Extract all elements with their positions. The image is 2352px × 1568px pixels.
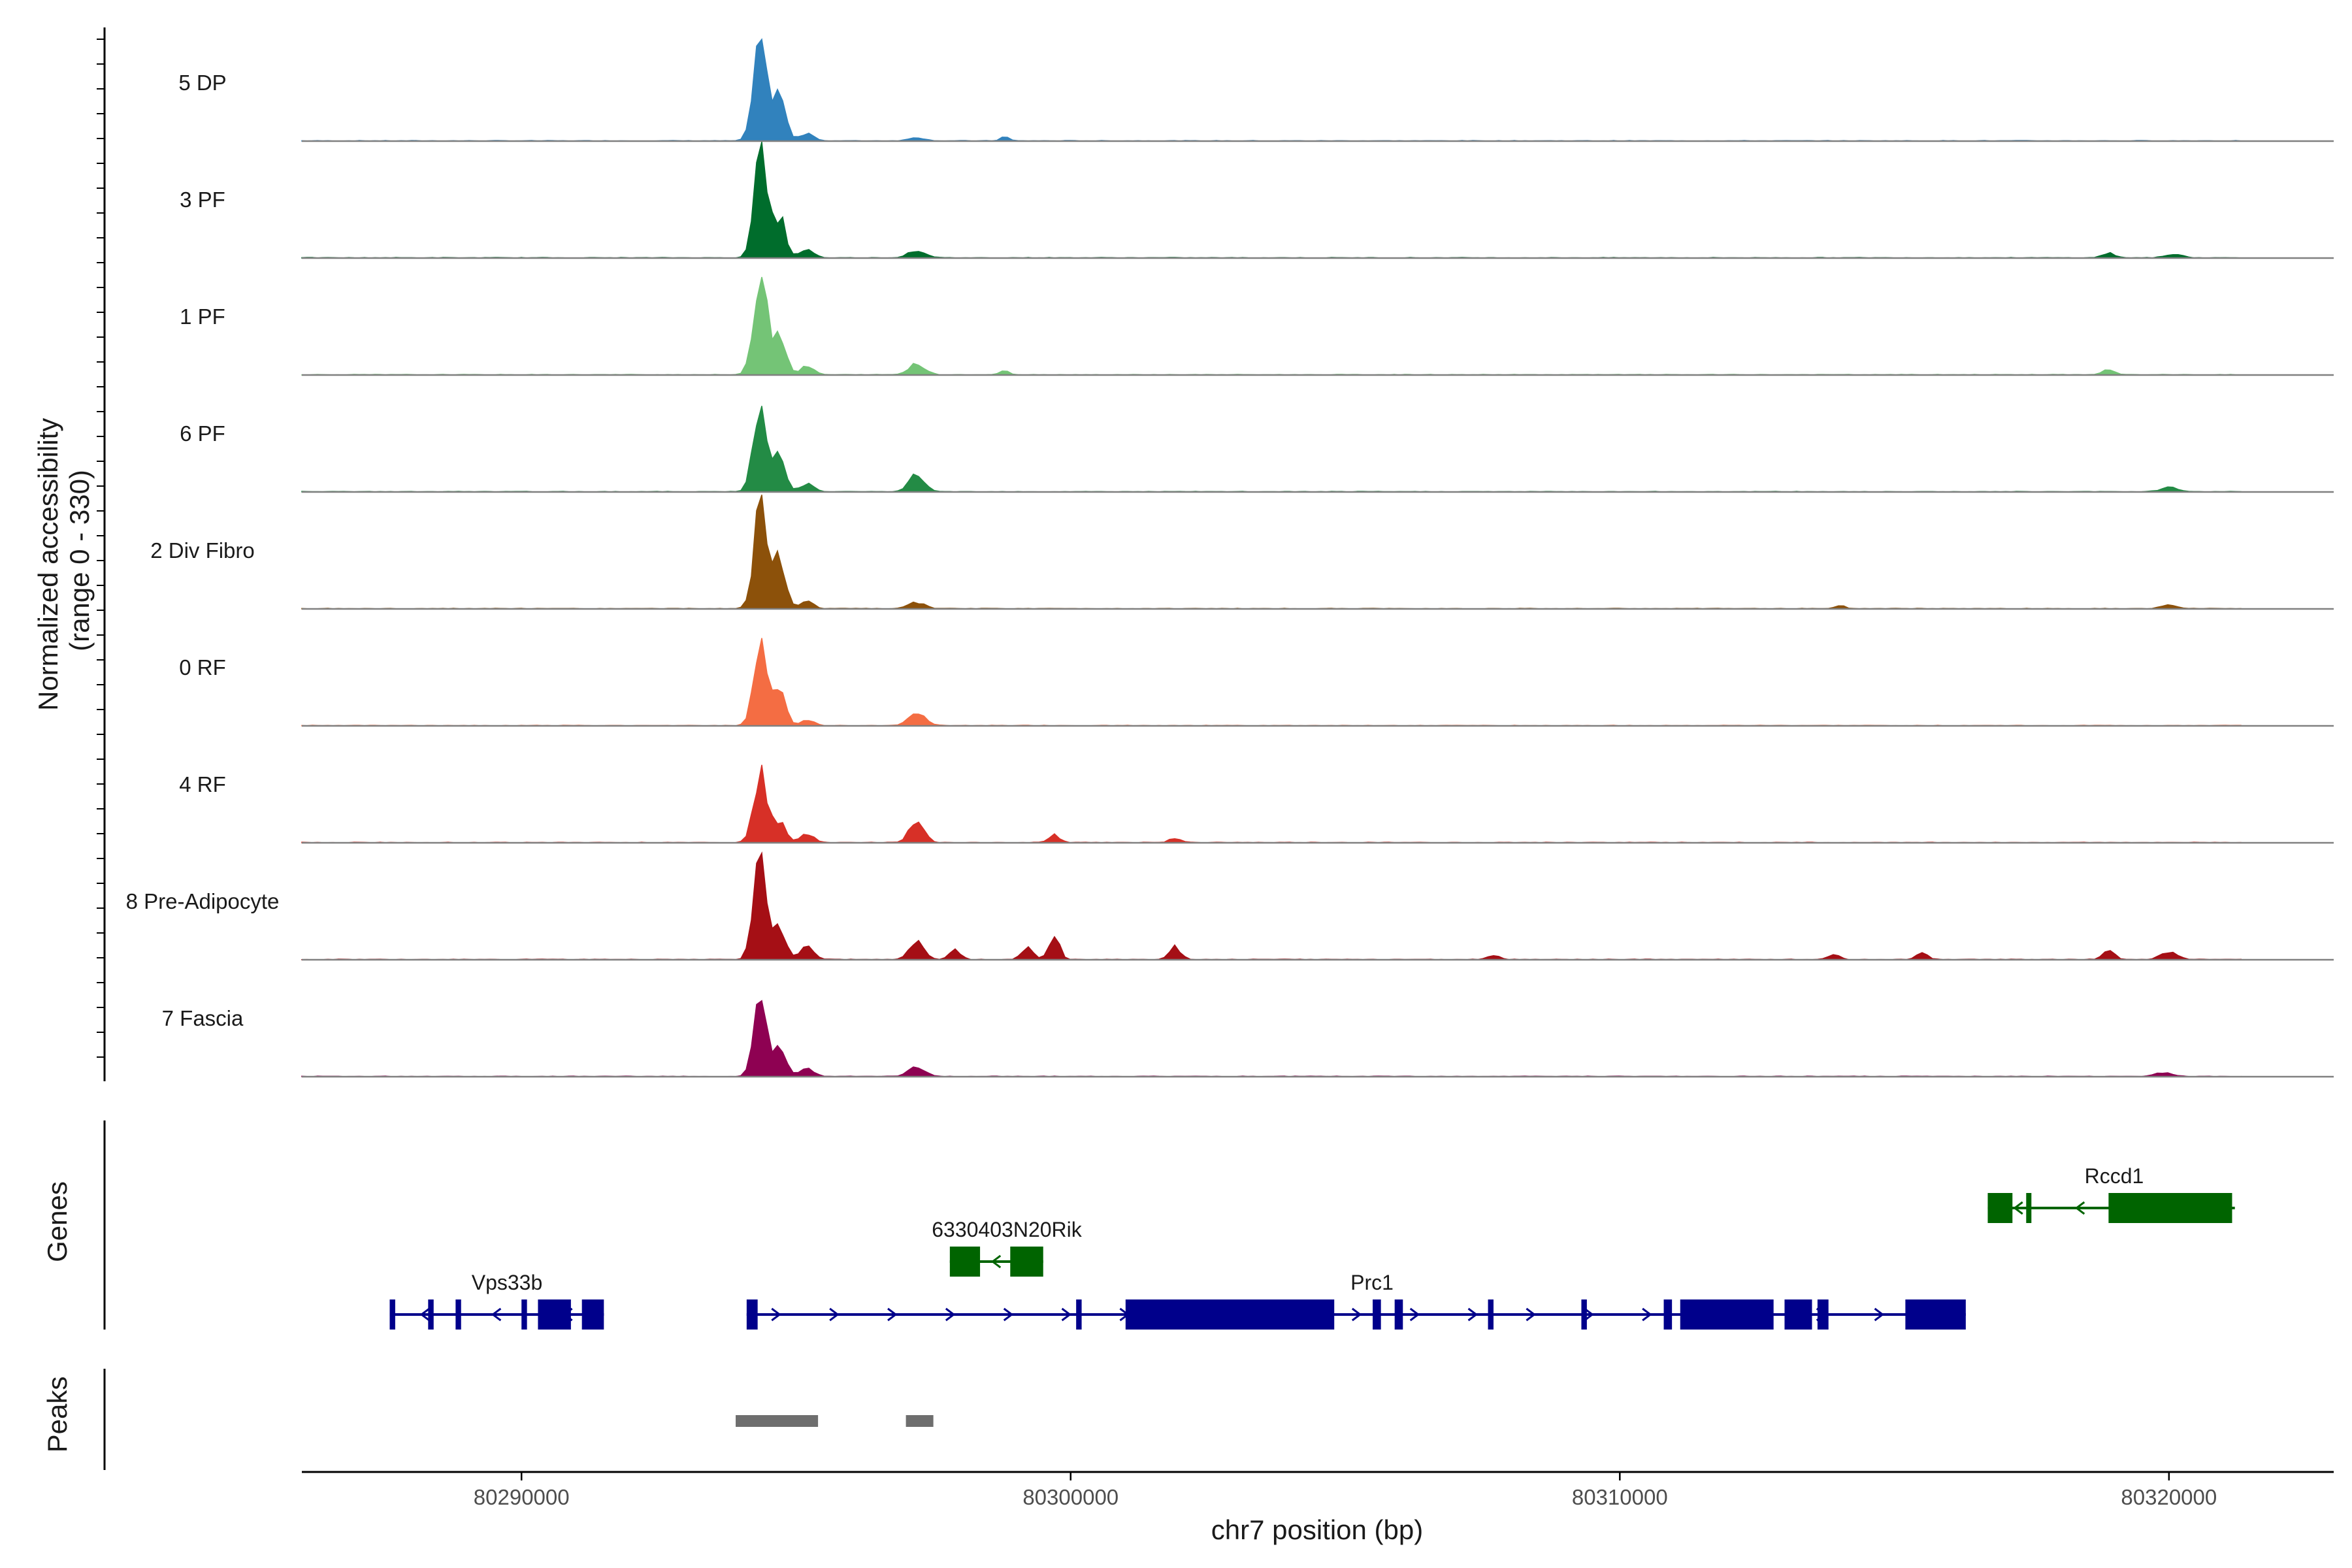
gene-exon (2026, 1193, 2032, 1223)
track-5-dp: 5 DP (178, 38, 2334, 142)
gene-label: 6330403N20Rik (932, 1218, 1083, 1241)
y-axis (97, 27, 106, 1081)
gene-exon (1581, 1299, 1587, 1330)
gene-exon (455, 1299, 461, 1330)
coverage-area (301, 38, 2242, 142)
gene-exon (581, 1299, 604, 1330)
strand-arrow (1526, 1307, 1536, 1322)
track-label: 5 DP (178, 71, 226, 95)
gene-exon (1488, 1299, 1494, 1330)
track-label: 1 PF (180, 304, 225, 329)
gene-exon (2108, 1193, 2232, 1223)
y-axis-title-line1: Normalized accessibility (33, 418, 63, 711)
peaks-panel (103, 1369, 934, 1470)
gene-prc1: Prc1 (746, 1271, 1966, 1330)
strand-arrow (945, 1307, 956, 1322)
gene-exon (1784, 1299, 1812, 1330)
strand-arrow (887, 1307, 898, 1322)
strand-arrow (491, 1307, 502, 1322)
y-axis-title: Normalized accessibility (range 0 - 330) (33, 410, 95, 711)
x-tick-label: 80320000 (2121, 1485, 2217, 1509)
gene-exon (1394, 1299, 1403, 1330)
gene-6330403n20rik: 6330403N20Rik (932, 1218, 1083, 1277)
gene-exon (521, 1299, 527, 1330)
track-label: 8 Pre-Adipocyte (126, 889, 280, 913)
strand-arrow (1874, 1307, 1885, 1322)
track-label: 4 RF (179, 772, 226, 796)
track-label: 7 Fascia (162, 1006, 244, 1030)
x-axis: 80290000 80300000 80310000 80320000 (302, 1471, 2334, 1509)
track-8-pre-adipocyte: 8 Pre-Adipocyte (126, 851, 2334, 961)
coverage-area (301, 142, 2242, 259)
strand-arrow (1351, 1307, 1362, 1322)
strand-arrow (829, 1307, 840, 1322)
gene-exon (746, 1299, 758, 1330)
gene-exon (949, 1247, 981, 1277)
strand-arrow (771, 1307, 781, 1322)
gene-rccd1: Rccd1 (1987, 1164, 2235, 1223)
strand-arrow (1061, 1307, 1072, 1322)
genes-track-label: Genes (42, 1181, 73, 1262)
coverage-area (301, 495, 2242, 610)
track-4-rf: 4 RF (179, 764, 2334, 844)
coverage-area (301, 276, 2242, 376)
gene-exon (1076, 1299, 1082, 1330)
gene-label: Rccd1 (2085, 1164, 2144, 1188)
gene-exon (428, 1299, 434, 1330)
x-tick-label: 80300000 (1022, 1485, 1119, 1509)
track-label: 6 PF (180, 421, 225, 446)
coverage-area (301, 851, 2242, 960)
track-7-fascia: 7 Fascia (162, 1000, 2334, 1078)
track-label: 3 PF (180, 188, 225, 212)
coverage-area (301, 638, 2242, 727)
x-tick-label: 80310000 (1572, 1485, 1668, 1509)
gene-label: Vps33b (472, 1271, 543, 1294)
peak-region (906, 1415, 934, 1427)
gene-exon (1680, 1299, 1774, 1330)
strand-arrow (1642, 1307, 1652, 1322)
strand-arrow (990, 1254, 1002, 1269)
strand-arrow (1584, 1307, 1594, 1322)
gene-exon (538, 1299, 571, 1330)
gene-exon (1010, 1247, 1043, 1277)
x-axis-title: chr7 position (bp) (1211, 1514, 1424, 1545)
track-label: 0 RF (179, 655, 226, 679)
peak-region (736, 1415, 819, 1427)
gene-exon (1987, 1193, 2013, 1223)
coverage-tracks: 5 DP 3 PF 1 PF 6 PF 2 Div Fibro 0 RF 4 RF 8 Pre… (126, 38, 2334, 1078)
track-3-pf: 3 PF (180, 142, 2334, 259)
genes-panel: Vps33b Prc1 6330403N20Rik Rccd1 (103, 1120, 2235, 1330)
strand-arrow (2074, 1201, 2085, 1215)
track-label: 2 Div Fibro (150, 538, 255, 563)
gene-exon (1817, 1299, 1829, 1330)
strand-arrow (1467, 1307, 1478, 1322)
gene-exon (389, 1299, 395, 1330)
gene-exon (1373, 1299, 1381, 1330)
track-1-pf: 1 PF (180, 276, 2334, 376)
track-2-div-fibro: 2 Div Fibro (150, 495, 2334, 610)
y-axis-title-line2: (range 0 - 330) (64, 470, 95, 651)
strand-arrow (1003, 1307, 1014, 1322)
strand-arrow (419, 1307, 431, 1322)
track-0-rf: 0 RF (179, 638, 2334, 727)
gene-exon (1663, 1299, 1673, 1330)
strand-arrow (1409, 1307, 1420, 1322)
coverage-area (301, 764, 2242, 843)
gene-label: Prc1 (1350, 1271, 1394, 1294)
peaks-track-label: Peaks (42, 1377, 73, 1453)
x-tick-label: 80290000 (474, 1485, 570, 1509)
coverage-area (301, 1000, 2242, 1077)
strand-arrow (2013, 1201, 2023, 1215)
gene-vps33b: Vps33b (389, 1271, 604, 1330)
coverage-area (301, 406, 2242, 493)
gene-exon (1905, 1299, 1966, 1330)
track-6-pf: 6 PF (180, 406, 2334, 493)
gene-exon (1125, 1299, 1335, 1330)
